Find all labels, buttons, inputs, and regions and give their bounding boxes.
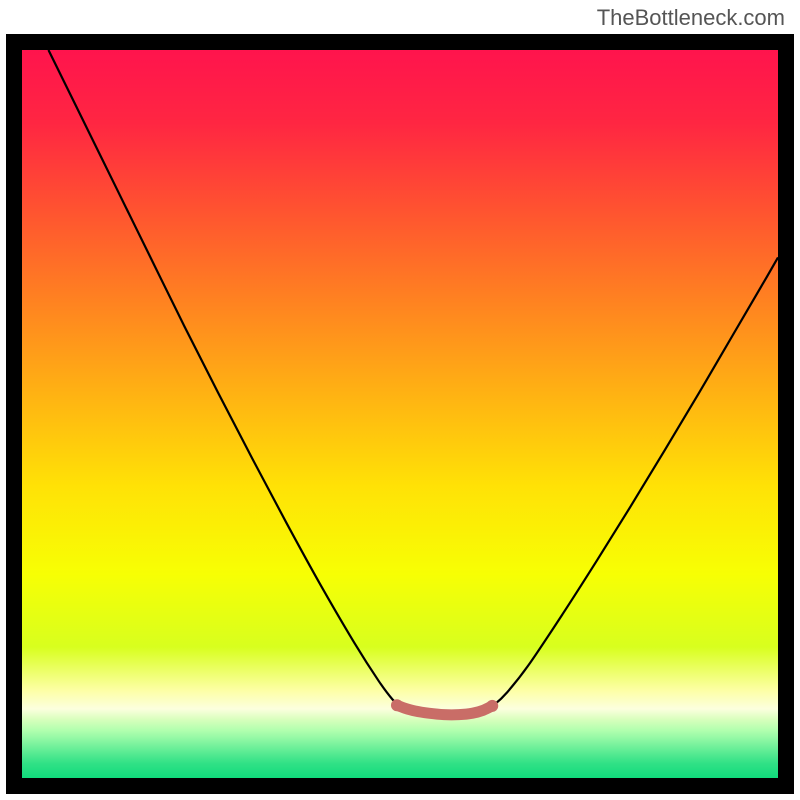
main-curve xyxy=(48,50,778,715)
highlight-dot xyxy=(486,700,498,712)
chart-frame xyxy=(6,34,794,794)
chart-svg-layer xyxy=(6,34,794,794)
highlight-curve xyxy=(397,705,492,715)
highlight-dot xyxy=(391,699,403,711)
watermark-text: TheBottleneck.com xyxy=(597,5,785,31)
